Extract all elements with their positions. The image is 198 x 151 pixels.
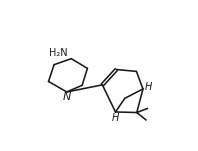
Text: H₂N: H₂N [49, 48, 67, 58]
Text: N: N [63, 92, 71, 102]
Text: H: H [145, 82, 152, 92]
Text: H: H [112, 113, 120, 123]
